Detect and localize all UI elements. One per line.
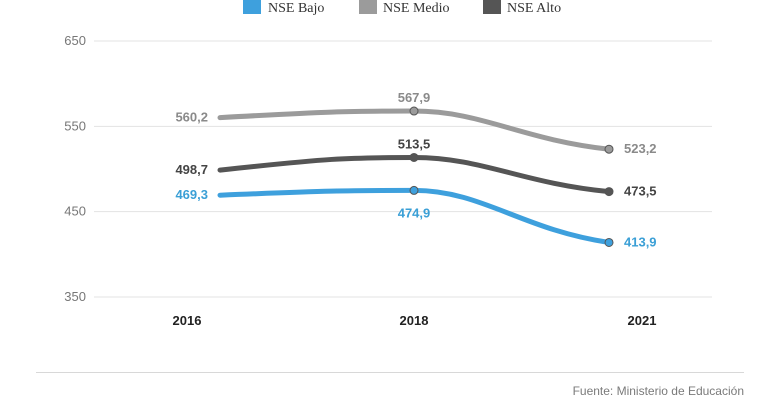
legend-swatch-nse-alto (483, 0, 501, 14)
data-point (604, 187, 614, 197)
y-axis: 650 550 450 350 (64, 33, 86, 304)
legend-item-nse-bajo: NSE Bajo (243, 0, 324, 16)
footer-divider (36, 372, 744, 373)
data-label: 513,5 (398, 136, 431, 151)
x-axis: 2016 2018 2021 (173, 313, 657, 328)
data-point (604, 144, 614, 154)
line-chart: NSE Bajo NSE Medio NSE Alto 650 550 450 350… (64, 0, 712, 328)
y-tick-label: 650 (64, 33, 86, 48)
data-point (604, 237, 614, 247)
data-point (409, 152, 419, 162)
legend: NSE Bajo NSE Medio NSE Alto (243, 0, 561, 16)
legend-item-nse-alto: NSE Alto (483, 0, 561, 16)
x-tick-label: 2021 (628, 313, 657, 328)
data-label: 469,3 (175, 187, 208, 202)
legend-item-nse-medio: NSE Medio (359, 0, 450, 16)
source-note: Fuente: Ministerio de Educación (572, 384, 744, 398)
data-label: 567,9 (398, 90, 431, 105)
y-tick-label: 350 (64, 289, 86, 304)
data-label: 474,9 (398, 205, 431, 220)
data-label: 523,2 (624, 141, 657, 156)
legend-label-nse-medio: NSE Medio (383, 1, 450, 16)
x-tick-label: 2016 (173, 313, 202, 328)
y-tick-label: 450 (64, 204, 86, 219)
legend-label-nse-bajo: NSE Bajo (268, 1, 324, 16)
series-group (217, 106, 614, 247)
y-tick-label: 550 (64, 118, 86, 133)
data-label: 560,2 (175, 110, 208, 125)
legend-swatch-nse-medio (359, 0, 377, 14)
data-label: 413,9 (624, 234, 657, 249)
data-label: 498,7 (175, 162, 208, 177)
data-point (409, 185, 419, 195)
data-labels: 469,3 474,9 413,9 560,2 567,9 523,2 498,7 513,5… (175, 90, 656, 249)
legend-label-nse-alto: NSE Alto (507, 1, 561, 16)
legend-swatch-nse-bajo (243, 0, 261, 14)
x-tick-label: 2018 (400, 313, 429, 328)
data-point (409, 106, 419, 116)
data-label: 473,5 (624, 184, 657, 199)
gridlines (94, 40, 712, 298)
